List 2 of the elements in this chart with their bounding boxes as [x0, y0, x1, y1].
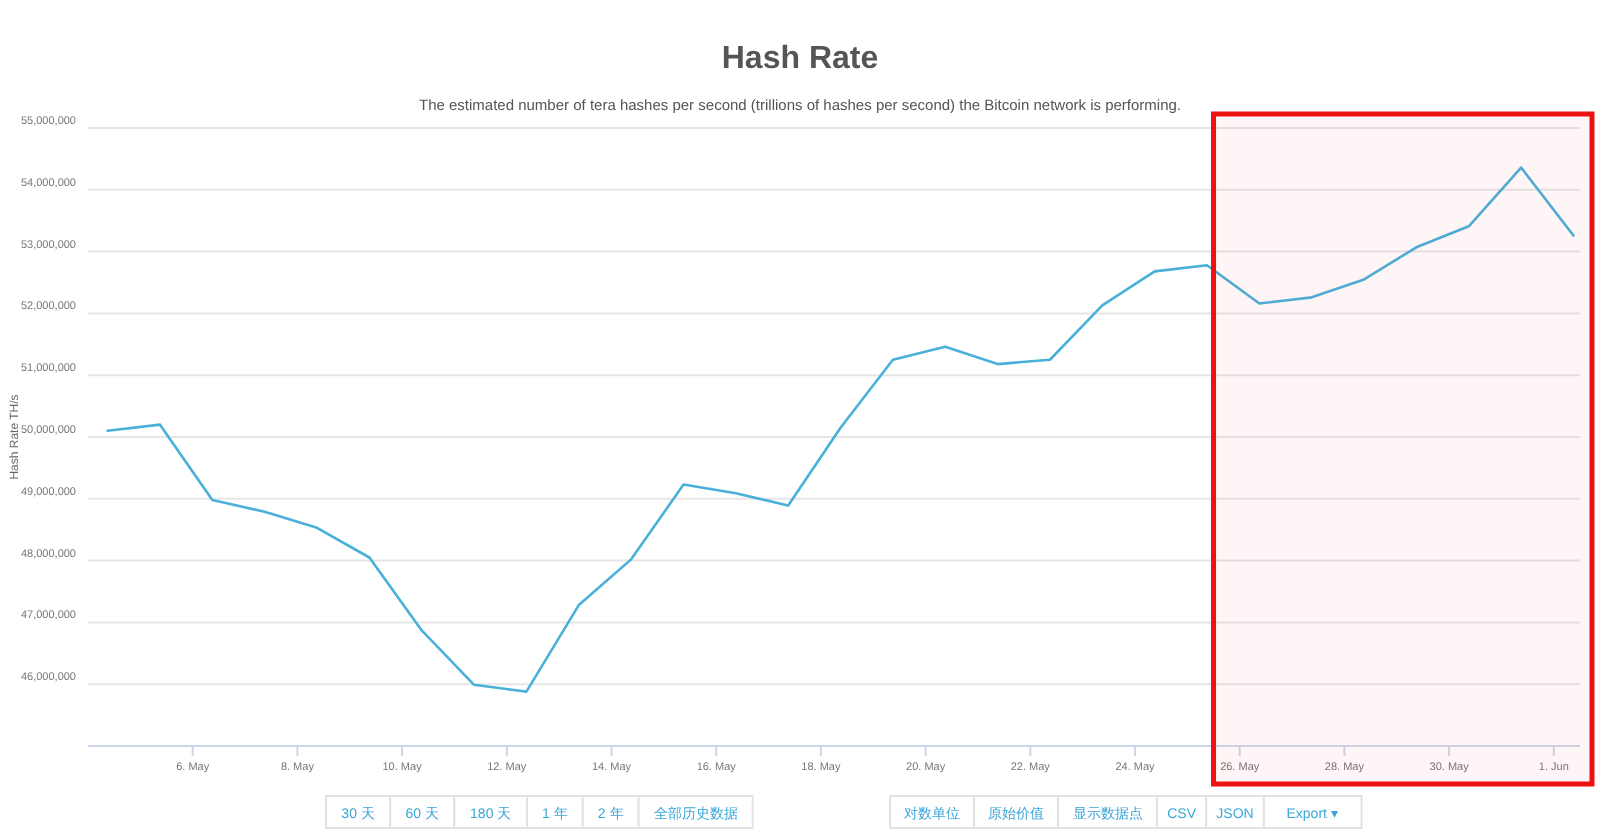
line-series: [106, 166, 1575, 693]
chart-title: Hash Rate: [721, 42, 879, 76]
